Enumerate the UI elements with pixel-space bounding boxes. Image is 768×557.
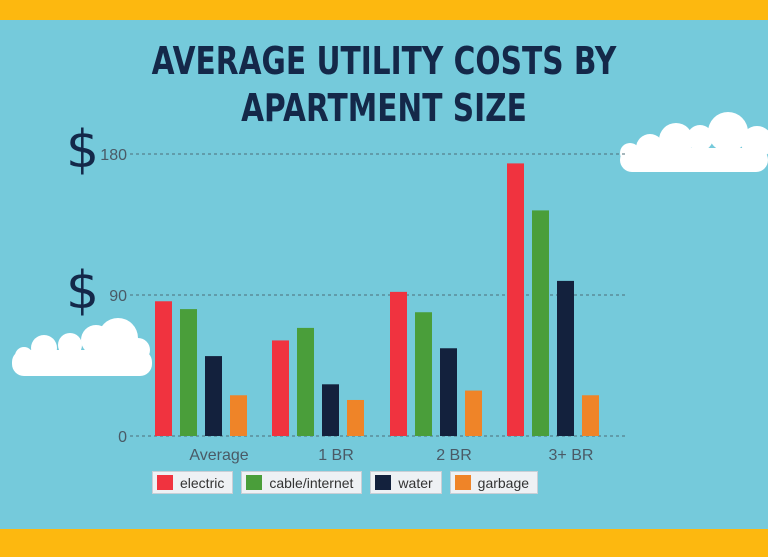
legend-swatch [454,475,471,490]
legend-item: electric [152,471,234,494]
bottom-band [0,529,768,557]
grid-lines [130,153,625,437]
bar [390,291,407,436]
bar [155,301,172,436]
legend-swatch [375,475,392,490]
y-axis-ticks: 090$180$ [66,120,127,446]
y-tick-label: 90 [109,288,127,305]
x-tick-label: 3+ BR [549,447,594,464]
bar [297,327,314,436]
x-tick-label: Average [189,447,248,464]
bar [465,390,482,436]
legend-item: water [370,471,442,494]
bar [582,395,599,436]
bar [205,356,222,436]
bar [532,210,549,436]
legend-swatch [246,475,263,490]
bar [440,348,457,436]
currency-symbol: $ [66,120,99,180]
legend-item: garbage [449,471,539,494]
title-line-2: APARTMENT SIZE [241,86,527,130]
bar [347,399,364,436]
y-tick-label: 0 [118,429,127,446]
bar [180,309,197,436]
legend-label: cable/internet [269,474,354,491]
currency-symbol: $ [66,261,99,321]
legend-item: cable/internet [241,471,363,494]
bar [272,340,289,436]
bars [155,163,599,436]
bar [415,312,432,436]
legend-label: garbage [477,474,530,491]
bar [557,280,574,436]
bar [230,395,247,436]
x-axis-ticks: Average 1 BR 2 BR 3+ BR [189,447,593,464]
page-title: AVERAGE UTILITY COSTS BY APARTMENT SIZE [84,38,683,132]
bar [507,163,524,436]
cloud-left-icon [12,318,152,376]
legend-label: electric [180,474,225,491]
legend-label: water [398,474,433,491]
title-line-1: AVERAGE UTILITY COSTS BY [151,39,617,83]
legend: electric cable/internet water garbage [152,471,539,494]
cloud-right-icon [620,112,768,172]
x-tick-label: 2 BR [436,447,472,464]
top-band [0,0,768,20]
x-tick-label: 1 BR [318,447,354,464]
legend-swatch [157,475,173,490]
bar [322,384,339,436]
y-tick-label: 180 [100,147,127,164]
